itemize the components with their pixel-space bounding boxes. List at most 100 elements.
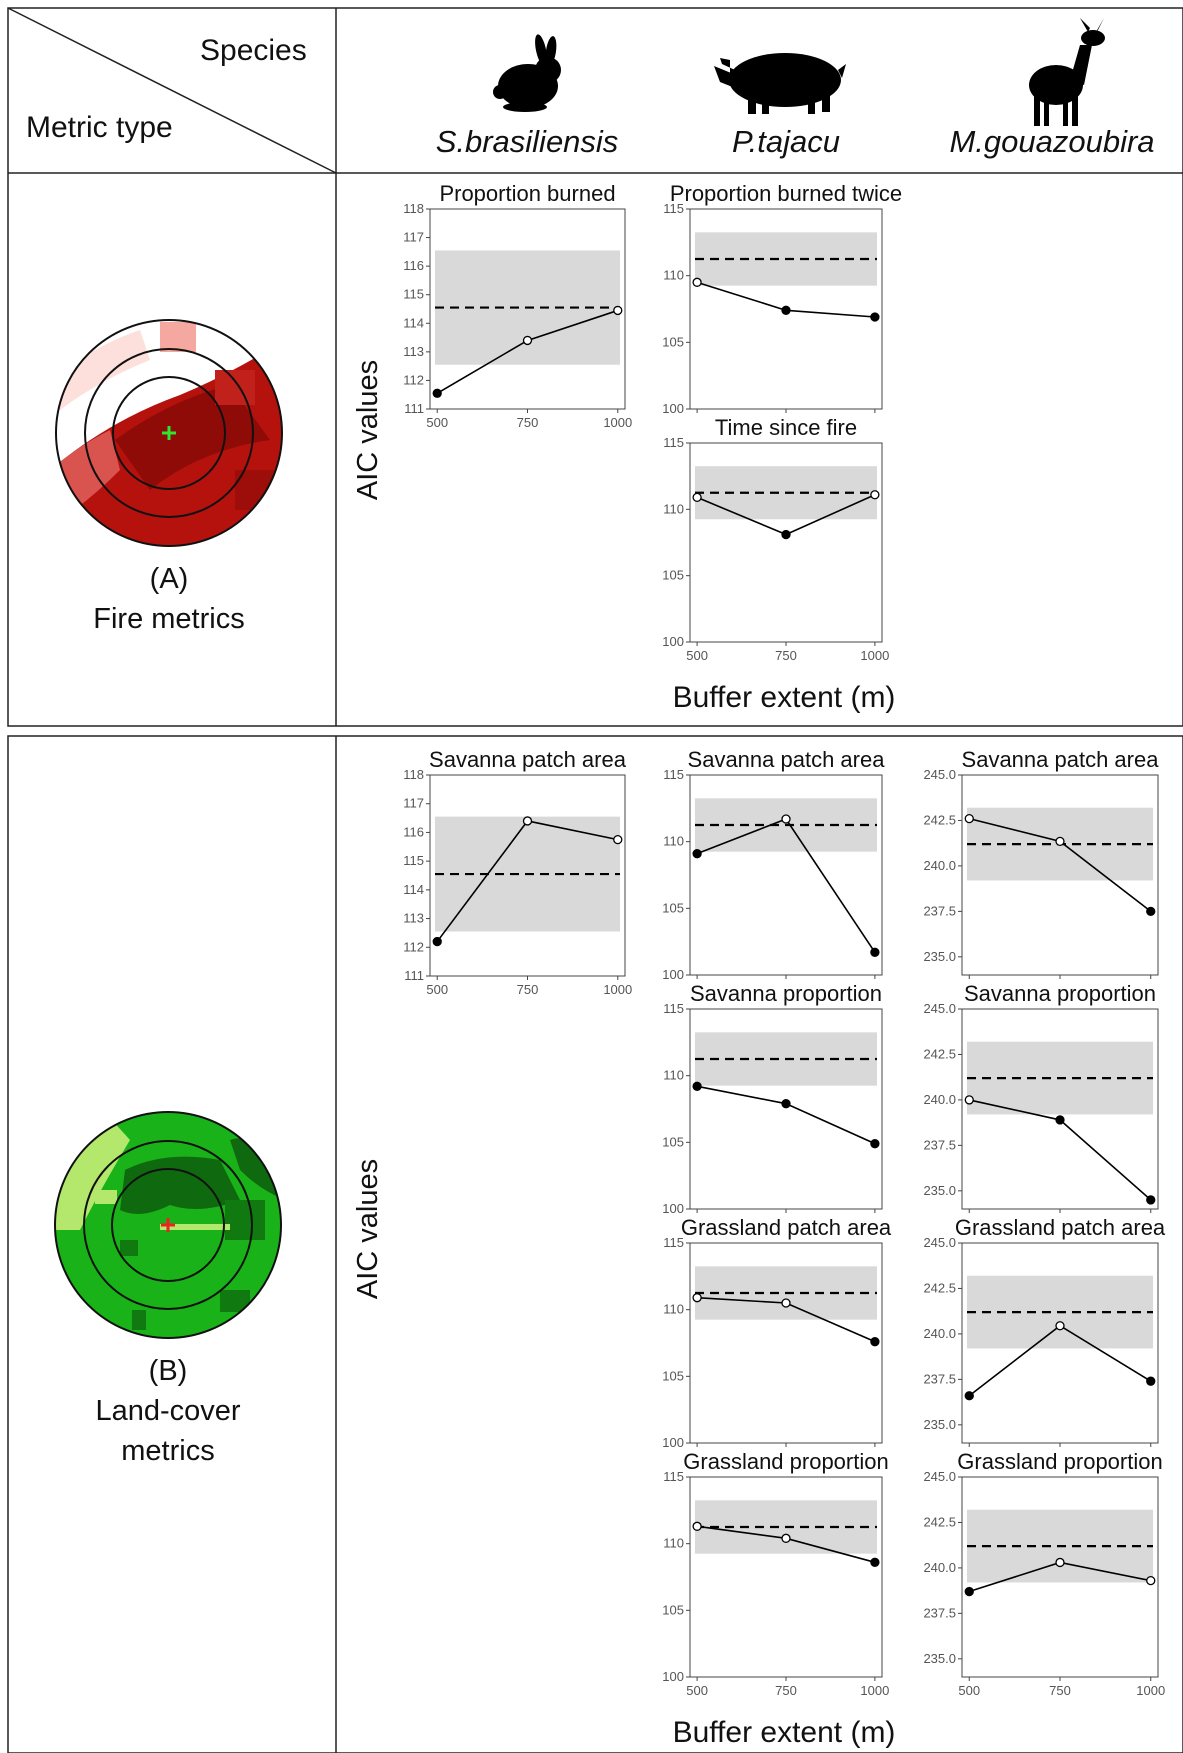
y-tick-label: 110 xyxy=(663,834,684,849)
y-tick-label: 237.5 xyxy=(923,1371,956,1386)
chart-panel-sb-savanna-patch: Savanna patch area 111 112 113 114 115 116 117 1… xyxy=(403,747,632,997)
panel-title: Time since fire xyxy=(715,415,857,440)
point-filled xyxy=(964,1586,974,1597)
point-open xyxy=(522,335,533,346)
y-tick-label: 110 xyxy=(663,268,684,283)
point-filled xyxy=(1055,1115,1065,1125)
species-name-sb: S.brasiliensis xyxy=(436,124,619,159)
y-tick-label: 237.5 xyxy=(923,903,956,918)
panel-title: Savanna patch area xyxy=(962,747,1160,772)
point-open xyxy=(613,834,623,845)
x-axis-label-landcover: Buffer extent (m) xyxy=(673,1716,896,1749)
point-open xyxy=(781,1533,791,1543)
section-a-letter: (A) xyxy=(150,563,189,595)
chart-panels: Proportion burned 111 112 113 114 115 116 117 11… xyxy=(403,181,1166,1698)
point-open xyxy=(692,277,702,287)
x-tick-label: 750 xyxy=(517,415,539,430)
point-filled xyxy=(1146,906,1156,917)
chart-panel-pt-savanna-prop: Savanna proportion 100 105 110 115 xyxy=(662,981,883,1216)
y-tick-label: 105 xyxy=(662,1368,684,1383)
point-filled xyxy=(781,305,791,315)
point-filled xyxy=(781,529,791,540)
y-tick-label: 100 xyxy=(662,1201,684,1216)
y-tick-label: 105 xyxy=(662,1134,684,1149)
x-tick-label: 1000 xyxy=(1136,1683,1165,1698)
chart-panel-pt-savanna-patch: Savanna patch area 100 105 110 115 xyxy=(662,747,885,982)
section-b-name-line1: Land-cover xyxy=(95,1395,240,1427)
species-name-mg: M.gouazoubira xyxy=(949,124,1154,159)
y-tick-label: 242.5 xyxy=(923,1514,956,1529)
y-tick-label: 118 xyxy=(403,201,424,216)
y-tick-label: 235.0 xyxy=(923,1651,956,1666)
y-tick-label: 115 xyxy=(663,1001,684,1016)
point-filled xyxy=(870,1337,880,1347)
point-filled xyxy=(432,936,442,947)
x-tick-label: 750 xyxy=(517,982,539,997)
chart-panel-pt-fire-burned-twice: Proportion burned twice 100 105 110 115 xyxy=(662,181,902,416)
y-tick-label: 115 xyxy=(663,1235,684,1250)
panel-title: Grassland proportion xyxy=(683,1449,888,1474)
y-tick-label: 112 xyxy=(403,372,424,387)
point-filled xyxy=(781,1099,791,1109)
y-tick-label: 115 xyxy=(403,287,424,302)
y-tick-label: 112 xyxy=(403,939,424,954)
species-name-pt: P.tajacu xyxy=(732,124,840,159)
x-tick-label: 750 xyxy=(775,1683,797,1698)
y-tick-label: 115 xyxy=(663,201,684,216)
deer-silhouette-icon xyxy=(1029,18,1105,126)
panel-title: Savanna proportion xyxy=(964,981,1156,1006)
chart-panel-pt-grass-prop: Grassland proportion 100 105 110 115 500 750 10… xyxy=(662,1449,889,1698)
y-tick-label: 115 xyxy=(663,767,684,782)
panel-title: Savanna patch area xyxy=(429,747,627,772)
y-tick-label: 113 xyxy=(403,344,424,359)
y-tick-label: 113 xyxy=(403,911,424,926)
point-open xyxy=(964,813,974,824)
x-tick-label: 500 xyxy=(686,648,708,663)
point-filled xyxy=(870,1139,880,1149)
center-cross-icon xyxy=(162,426,176,440)
y-tick-label: 110 xyxy=(663,1536,684,1551)
y-tick-label: 237.5 xyxy=(923,1605,956,1620)
x-tick-label: 500 xyxy=(958,1683,980,1698)
y-tick-label: 114 xyxy=(403,315,424,330)
y-axis-label-landcover: AIC values xyxy=(352,1159,384,1299)
y-tick-label: 105 xyxy=(662,1602,684,1617)
chart-panel-mg-grass-prop: Grassland proportion 235.0 237.5 240.0 242.5… xyxy=(923,1449,1165,1698)
landcover-buffer-map-icon xyxy=(54,1111,282,1339)
x-tick-label: 750 xyxy=(775,648,797,663)
peccary-silhouette-icon xyxy=(714,53,846,114)
point-filled xyxy=(692,1081,702,1091)
panel-title: Grassland patch area xyxy=(955,1215,1166,1240)
point-filled xyxy=(870,312,880,322)
y-tick-label: 237.5 xyxy=(923,1137,956,1152)
y-tick-label: 245.0 xyxy=(923,1001,956,1016)
y-tick-label: 114 xyxy=(403,882,424,897)
x-tick-label: 500 xyxy=(426,982,448,997)
chart-panel-mg-savanna-patch: Savanna patch area 235.0 237.5 240.0 242.5 24… xyxy=(923,747,1159,979)
section-b-name-line2: metrics xyxy=(121,1435,214,1467)
species-header: Species xyxy=(200,34,307,67)
section-b-letter: (B) xyxy=(149,1355,188,1387)
y-tick-label: 110 xyxy=(663,501,684,516)
y-tick-label: 117 xyxy=(403,796,424,811)
point-filled xyxy=(1146,1376,1156,1386)
fire-buffer-map-icon xyxy=(55,319,283,547)
panel-title: Savanna patch area xyxy=(688,747,886,772)
y-tick-label: 110 xyxy=(663,1302,684,1317)
y-tick-label: 240.0 xyxy=(923,1560,956,1575)
center-cross-icon xyxy=(161,1218,175,1232)
y-tick-label: 245.0 xyxy=(923,767,956,782)
panel-title: Proportion burned xyxy=(439,181,615,206)
y-tick-label: 240.0 xyxy=(923,1092,956,1107)
point-open xyxy=(522,816,533,826)
table-frame xyxy=(7,7,1183,1753)
y-tick-label: 116 xyxy=(403,258,424,273)
y-tick-label: 235.0 xyxy=(923,1417,956,1432)
y-axis-label-fire: AIC values xyxy=(352,360,384,500)
panel-title: Grassland patch area xyxy=(681,1215,892,1240)
chart-panel-pt-grass-patch: Grassland patch area 100 105 110 115 xyxy=(662,1215,892,1450)
x-tick-label: 1000 xyxy=(603,982,632,997)
chart-panel-mg-savanna-prop: Savanna proportion 235.0 237.5 240.0 242.5 24… xyxy=(923,981,1159,1213)
point-open xyxy=(1146,1575,1156,1586)
y-tick-label: 105 xyxy=(662,900,684,915)
